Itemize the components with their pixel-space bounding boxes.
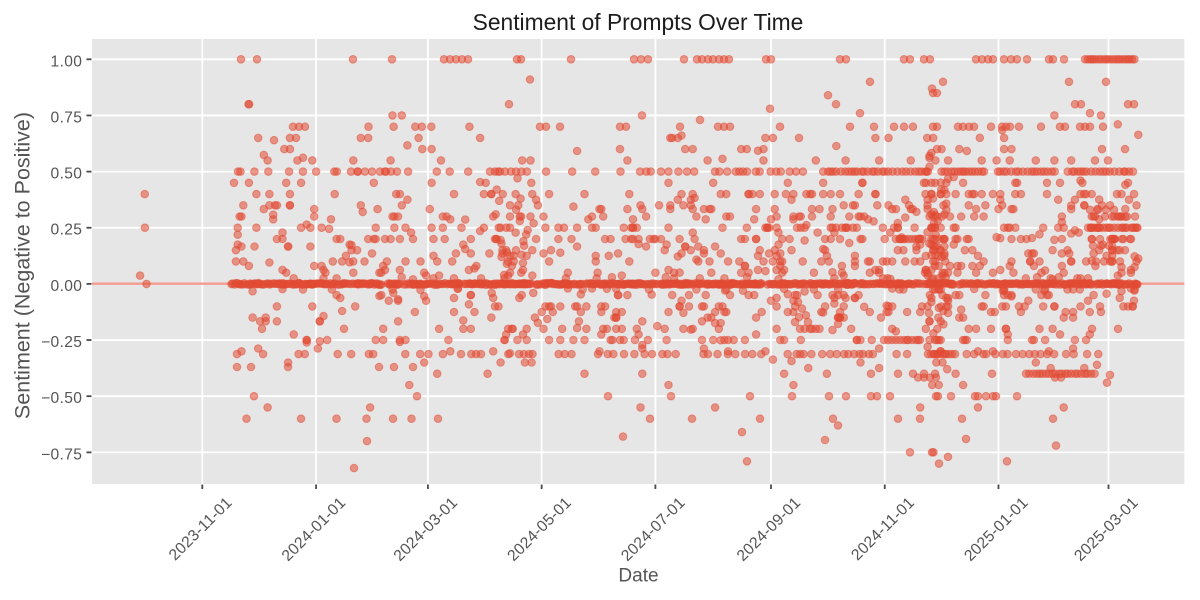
svg-text:1.00: 1.00 (51, 53, 83, 70)
svg-text:0.75: 0.75 (51, 109, 83, 126)
svg-text:Sentiment (Negative to Positiv: Sentiment (Negative to Positive) (11, 112, 35, 419)
svg-text:0.00: 0.00 (51, 278, 83, 295)
svg-text:−0.50: −0.50 (41, 390, 82, 407)
svg-text:Date: Date (618, 566, 658, 587)
svg-text:Sentiment of Prompts Over Time: Sentiment of Prompts Over Time (473, 9, 804, 35)
svg-text:−0.25: −0.25 (41, 334, 82, 351)
svg-text:0.25: 0.25 (51, 222, 83, 239)
svg-text:−0.75: −0.75 (41, 446, 82, 463)
svg-text:0.50: 0.50 (51, 166, 83, 183)
